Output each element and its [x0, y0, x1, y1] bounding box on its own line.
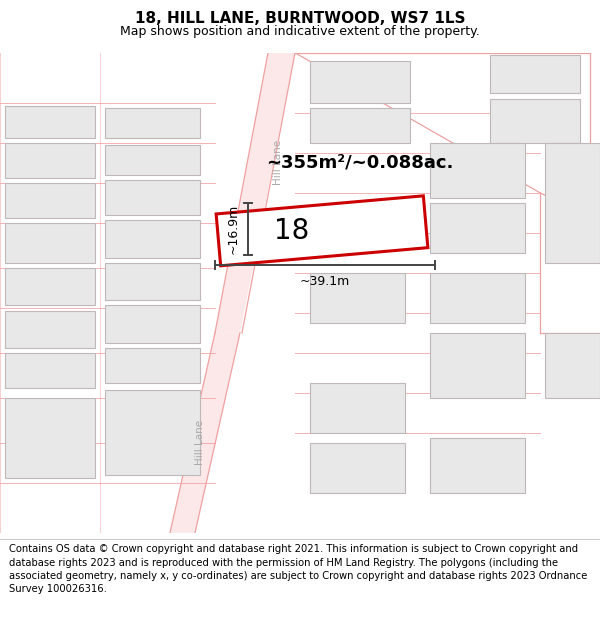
Bar [545, 332, 600, 398]
Bar [5, 106, 95, 138]
Bar [105, 180, 200, 215]
Bar [310, 272, 405, 322]
Bar [105, 220, 200, 258]
Bar [310, 442, 405, 493]
Bar [545, 142, 600, 262]
Text: Contains OS data © Crown copyright and database right 2021. This information is : Contains OS data © Crown copyright and d… [9, 544, 587, 594]
Bar [105, 348, 200, 382]
Bar [5, 142, 95, 177]
Bar [105, 262, 200, 300]
Text: ~16.9m: ~16.9m [227, 204, 240, 254]
Bar [430, 142, 525, 198]
Text: 18, HILL LANE, BURNTWOOD, WS7 1LS: 18, HILL LANE, BURNTWOOD, WS7 1LS [135, 11, 465, 26]
Text: ~39.1m: ~39.1m [300, 275, 350, 288]
Bar [5, 268, 95, 305]
Text: Hill Lane: Hill Lane [273, 140, 283, 186]
Bar [310, 382, 405, 432]
Bar [310, 107, 410, 142]
Polygon shape [216, 196, 428, 266]
Text: Hill Lane: Hill Lane [195, 420, 205, 466]
Bar [490, 99, 580, 142]
Polygon shape [170, 332, 240, 532]
Text: ~355m²/~0.088ac.: ~355m²/~0.088ac. [266, 154, 454, 172]
Bar [430, 272, 525, 322]
Bar [105, 390, 200, 475]
Bar [5, 182, 95, 218]
Bar [5, 398, 95, 478]
Bar [430, 332, 525, 398]
Bar [430, 438, 525, 493]
Bar [105, 145, 200, 175]
Text: Map shows position and indicative extent of the property.: Map shows position and indicative extent… [120, 24, 480, 38]
Bar [5, 222, 95, 262]
Bar [5, 311, 95, 348]
Bar [105, 107, 200, 138]
Bar [105, 305, 200, 343]
Bar [490, 55, 580, 92]
Bar [430, 202, 525, 252]
Polygon shape [215, 52, 295, 332]
Text: 18: 18 [274, 217, 310, 245]
Bar [310, 61, 410, 102]
Bar [5, 352, 95, 388]
